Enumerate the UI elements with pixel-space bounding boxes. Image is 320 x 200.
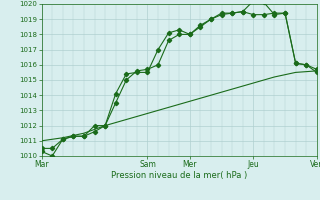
- X-axis label: Pression niveau de la mer( hPa ): Pression niveau de la mer( hPa ): [111, 171, 247, 180]
